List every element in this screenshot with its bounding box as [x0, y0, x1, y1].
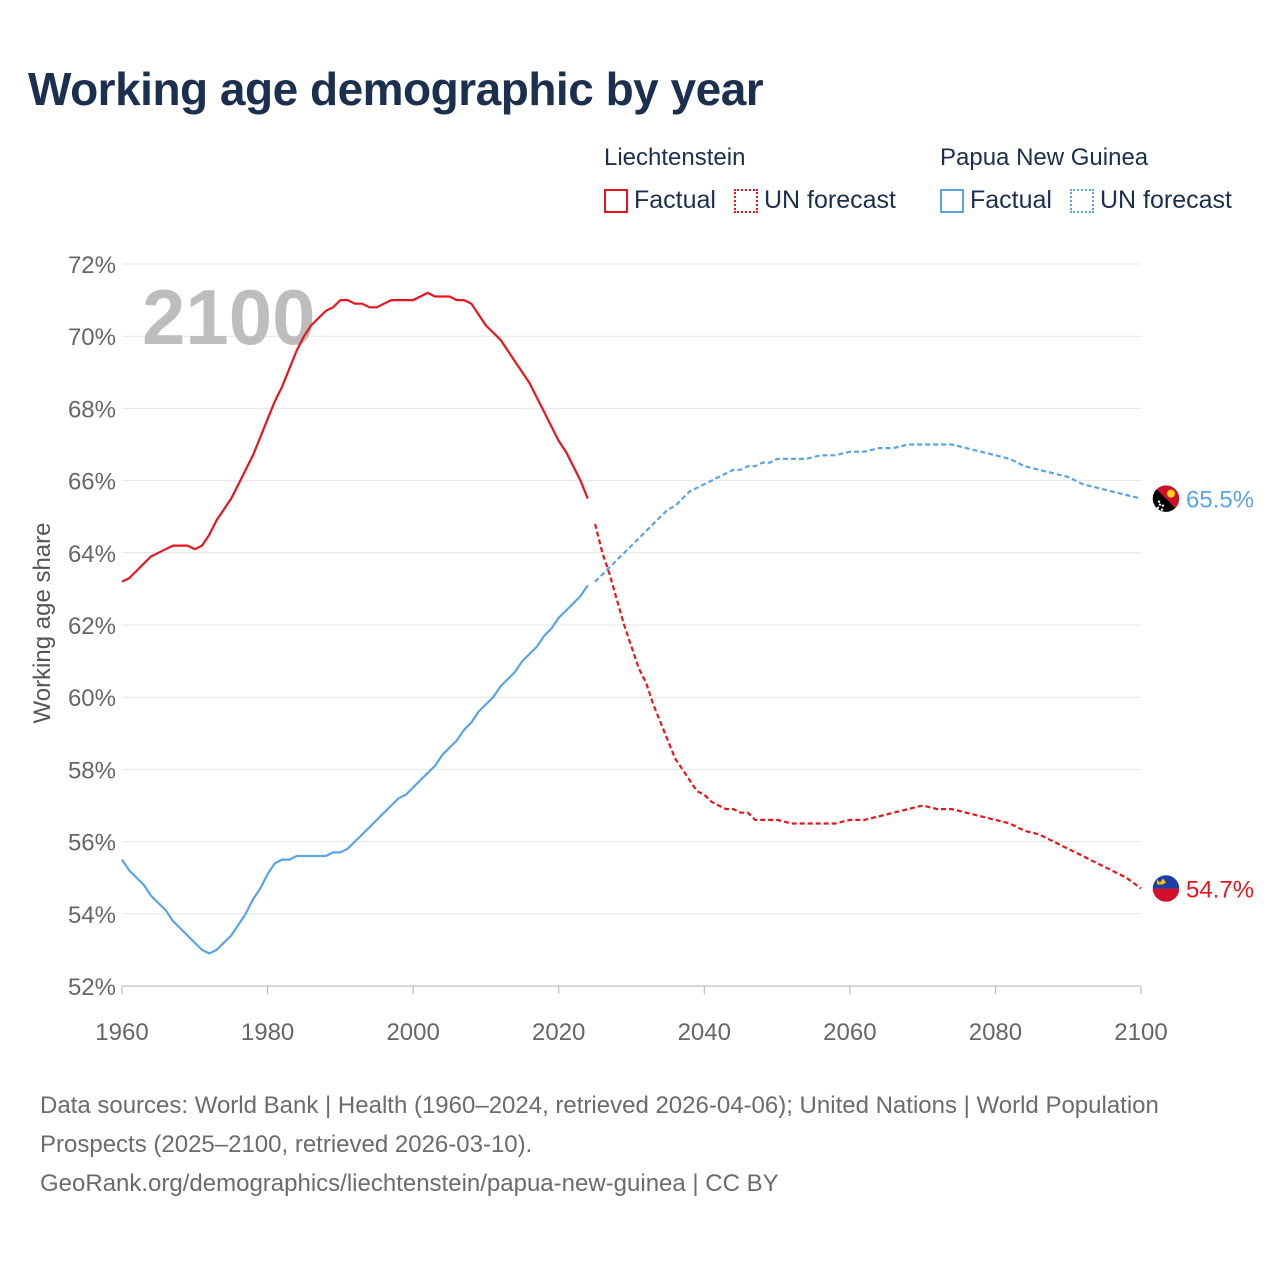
x-tick-label: 1960 [95, 1019, 148, 1046]
legend-item-forecast[interactable]: UN forecast [1069, 186, 1232, 215]
legend-group-liechtenstein: Liechtenstein Factual UN forecast [604, 144, 914, 215]
y-tick-label: 70% [68, 324, 116, 351]
legend-label: UN forecast [1099, 186, 1232, 214]
legend-label: Factual [634, 186, 716, 214]
footer-credit: GeoRank.org/demographics/liechtenstein/p… [40, 1170, 779, 1197]
y-tick-label: 62% [68, 613, 116, 640]
x-tick-label: 2100 [1114, 1019, 1167, 1046]
x-tick-label: 2080 [969, 1019, 1022, 1046]
grid-layer [122, 263, 1141, 987]
y-tick-label: 58% [68, 757, 116, 784]
legend-item-factual[interactable]: Factual [940, 186, 1052, 215]
y-tick-label: 72% [68, 252, 116, 279]
legend-swatch-dotted [1069, 188, 1094, 213]
y-tick-label: 64% [68, 541, 116, 568]
axis-layer: 52% 54% 56% 58% 60% 62% 64% 66% 68% 70% 72% 1960 198… [68, 252, 1168, 1046]
legend-item-factual[interactable]: Factual [604, 186, 716, 215]
x-tick-label: 2020 [532, 1019, 585, 1046]
legend-country-name: Liechtenstein [604, 144, 746, 171]
flag-liechtenstein-icon [1151, 873, 1181, 904]
legend-country-name: Papua New Guinea [940, 144, 1149, 171]
end-value-label-papua-new-guinea: 65.5% [1186, 487, 1254, 514]
legend-group-papua-new-guinea: Papua New Guinea Factual UN forecast [940, 144, 1250, 215]
end-label-layer: 54.7% 65.5% [1151, 483, 1254, 904]
end-value-label-liechtenstein: 54.7% [1186, 877, 1254, 904]
y-tick-label: 54% [68, 902, 116, 929]
y-tick-label: 52% [68, 974, 116, 1001]
y-tick-label: 68% [68, 396, 116, 423]
series-line-liechtenstein-forecast[interactable] [594, 523, 1142, 890]
footer-sources: Data sources: World Bank | Health (1960–… [40, 1092, 1159, 1158]
y-axis-label: Working age share [29, 523, 56, 724]
x-tick-label: 2000 [386, 1019, 439, 1046]
flag-papua-new-guinea-icon [1151, 483, 1181, 514]
year-watermark: 2100 [142, 273, 316, 361]
legend-label: UN forecast [763, 186, 896, 214]
x-tick-label: 2060 [823, 1019, 876, 1046]
series-line-papua-new-guinea-factual[interactable] [121, 584, 589, 955]
line-chart: 2100 52% 54% 56% 58% 60% 62% 64% 66% 68% 70% 72% 19… [29, 252, 1254, 1046]
footer: Data sources: World Bank | Health (1960–… [40, 1086, 1160, 1203]
chart-title: Working age demographic by year [28, 63, 764, 115]
y-tick-label: 66% [68, 469, 116, 496]
legend-swatch-dotted [733, 188, 758, 213]
series-line-papua-new-guinea-forecast[interactable] [594, 443, 1142, 583]
series-line-liechtenstein-factual[interactable] [121, 291, 589, 583]
series-layer [121, 291, 1142, 955]
legend-swatch-solid [604, 188, 628, 213]
legend-label: Factual [970, 186, 1052, 214]
x-tick-label: 1980 [241, 1019, 294, 1046]
y-tick-label: 60% [68, 685, 116, 712]
legend-swatch-solid [940, 188, 964, 213]
x-tick-label: 2040 [678, 1019, 731, 1046]
y-tick-label: 56% [68, 830, 116, 857]
legend-item-forecast[interactable]: UN forecast [733, 186, 896, 215]
